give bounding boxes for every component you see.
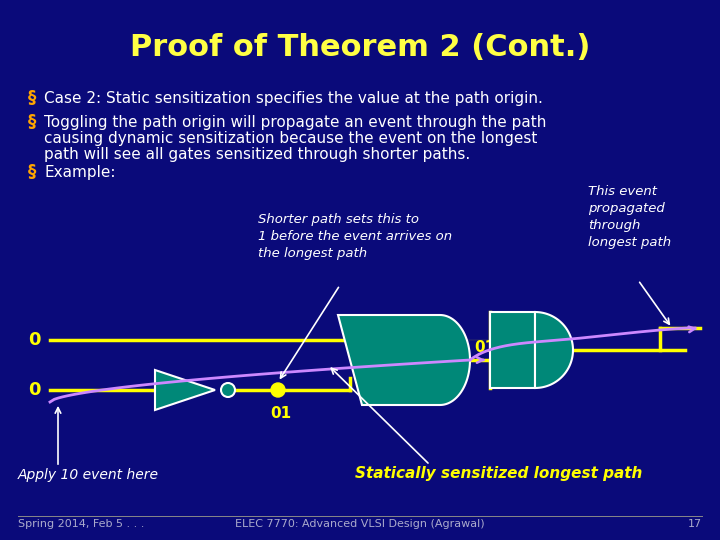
Polygon shape	[535, 312, 573, 388]
Text: Toggling the path origin will propagate an event through the path: Toggling the path origin will propagate …	[44, 114, 546, 130]
Text: 0: 0	[28, 381, 40, 399]
Polygon shape	[338, 315, 470, 405]
Text: 01: 01	[474, 341, 495, 355]
Text: Apply 10 event here: Apply 10 event here	[18, 468, 159, 482]
Text: Proof of Theorem 2 (Cont.): Proof of Theorem 2 (Cont.)	[130, 33, 590, 63]
Text: This event
propagated
through
longest path: This event propagated through longest pa…	[588, 185, 671, 249]
Text: §: §	[28, 113, 37, 131]
Text: Statically sensitized longest path: Statically sensitized longest path	[355, 466, 642, 481]
Polygon shape	[155, 370, 215, 410]
Text: ELEC 7770: Advanced VLSI Design (Agrawal): ELEC 7770: Advanced VLSI Design (Agrawal…	[235, 519, 485, 529]
Text: Example:: Example:	[44, 165, 115, 179]
Text: §: §	[28, 163, 37, 181]
Polygon shape	[490, 312, 535, 388]
Text: 01: 01	[270, 406, 291, 421]
Text: causing dynamic sensitization because the event on the longest: causing dynamic sensitization because th…	[44, 131, 537, 145]
Text: path will see all gates sensitized through shorter paths.: path will see all gates sensitized throu…	[44, 146, 470, 161]
Circle shape	[271, 383, 285, 397]
Text: 0: 0	[28, 331, 40, 349]
Text: Spring 2014, Feb 5 . . .: Spring 2014, Feb 5 . . .	[18, 519, 145, 529]
Text: Shorter path sets this to
1 before the event arrives on
the longest path: Shorter path sets this to 1 before the e…	[258, 213, 452, 260]
Text: Case 2: Static sensitization specifies the value at the path origin.: Case 2: Static sensitization specifies t…	[44, 91, 543, 105]
Text: §: §	[28, 89, 37, 107]
Text: 17: 17	[688, 519, 702, 529]
Circle shape	[221, 383, 235, 397]
